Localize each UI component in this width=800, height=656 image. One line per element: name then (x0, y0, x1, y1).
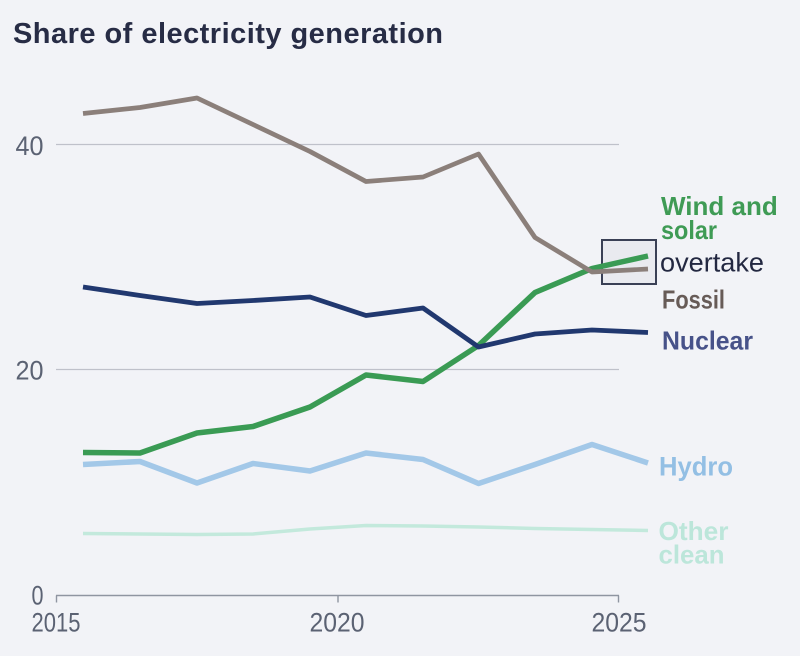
svg-text:2020: 2020 (310, 608, 365, 638)
svg-text:Other: Other (659, 516, 729, 546)
svg-text:Share of electricity generatio: Share of electricity generation (13, 18, 443, 50)
svg-text:40: 40 (16, 131, 44, 161)
svg-text:solar: solar (661, 215, 717, 245)
svg-text:Hydro: Hydro (659, 452, 733, 482)
svg-text:2025: 2025 (592, 608, 647, 638)
svg-text:Wind and: Wind and (661, 191, 778, 221)
svg-text:Nuclear: Nuclear (662, 326, 753, 356)
svg-text:overtake: overtake (660, 248, 764, 278)
svg-text:0: 0 (32, 581, 44, 611)
svg-text:clean: clean (659, 540, 725, 570)
svg-text:Fossil: Fossil (662, 285, 725, 315)
svg-text:2015: 2015 (32, 608, 81, 638)
svg-text:20: 20 (16, 356, 44, 386)
